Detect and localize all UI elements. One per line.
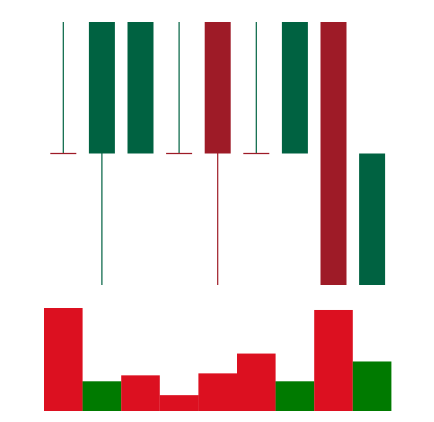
candle-body-up <box>127 22 154 154</box>
candlestick-chart <box>50 22 386 285</box>
candle-body-up <box>281 22 308 154</box>
volume-bar <box>159 395 199 411</box>
candle-body-down <box>320 22 347 285</box>
volume-bar <box>237 353 276 411</box>
volume-bar <box>198 373 237 411</box>
candle-body-up <box>359 153 386 285</box>
volume-bar <box>352 361 392 411</box>
volume-bar <box>44 308 83 411</box>
volume-bar <box>82 381 122 411</box>
volume-bar <box>314 309 353 411</box>
volume-bar <box>275 381 315 411</box>
candle-body-down <box>204 22 231 154</box>
volume-bar <box>121 375 160 411</box>
candle-body-up <box>88 22 115 154</box>
